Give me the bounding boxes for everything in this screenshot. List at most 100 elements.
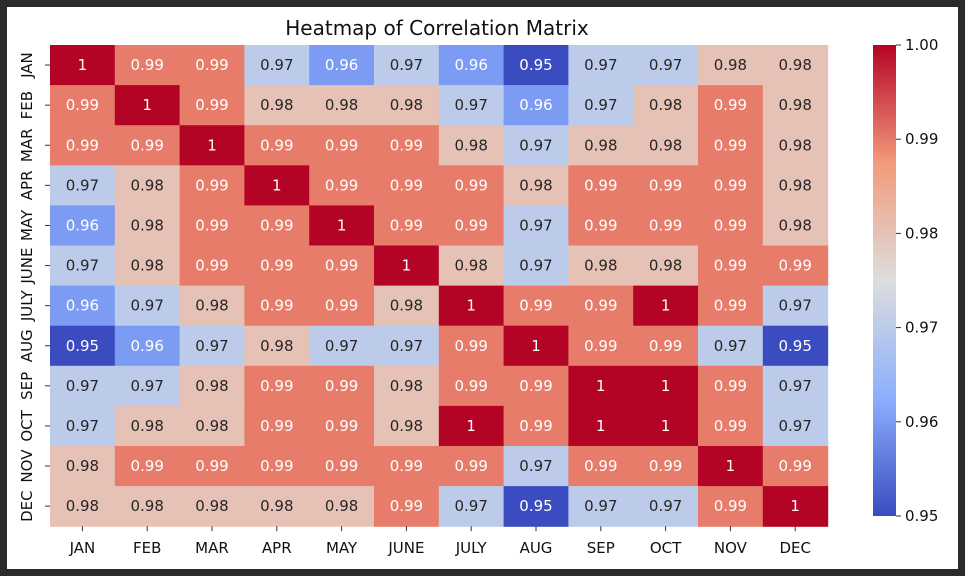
heatmap-cell — [568, 85, 634, 126]
heatmap-cell — [50, 85, 116, 126]
heatmap-cell — [244, 285, 310, 327]
heatmap-cell — [568, 446, 634, 487]
cell-value-label: 0.98 — [390, 297, 423, 315]
cell-value-label: 0.96 — [454, 56, 487, 74]
heatmap-cell — [762, 245, 829, 287]
cell-value-label: 0.99 — [584, 176, 617, 194]
cell-value-label: 0.95 — [519, 56, 552, 74]
heatmap-cell — [762, 446, 829, 487]
heatmap-cell — [503, 45, 569, 86]
cell-value-label: 0.97 — [454, 497, 487, 515]
heatmap-cell — [762, 285, 829, 327]
heatmap-cell — [179, 125, 245, 166]
cell-value-label: 0.99 — [260, 257, 293, 275]
heatmap-cell — [50, 486, 116, 527]
cell-value-label: 0.98 — [778, 136, 811, 154]
heatmap-cell — [374, 285, 440, 327]
x-tick-label: FEB — [133, 539, 161, 557]
heatmap-cell — [438, 45, 505, 86]
cell-value-label: 0.99 — [519, 417, 552, 435]
cell-value-label: 0.99 — [649, 337, 682, 355]
colorbar-tick-label: 0.96 — [905, 413, 938, 431]
cell-value-label: 0.99 — [454, 216, 487, 234]
cell-value-label: 0.98 — [130, 417, 163, 435]
heatmap-cell — [698, 325, 764, 367]
cell-value-label: 0.99 — [66, 96, 99, 114]
cell-value-label: 0.96 — [130, 337, 163, 355]
cell-value-label: 0.99 — [66, 136, 99, 154]
cell-value-label: 0.98 — [390, 377, 423, 395]
y-axis-ticks: JAN FEB MAR APR MAY JUNE JULY AUG SEP OCT NOV DEC — [18, 52, 50, 522]
cell-value-label: 0.99 — [260, 417, 293, 435]
cell-value-label: 1 — [466, 297, 476, 315]
cell-value-label: 0.99 — [390, 176, 423, 194]
cell-value-label: 0.97 — [519, 136, 552, 154]
cell-value-label: 0.98 — [195, 377, 228, 395]
cell-value-label: 0.99 — [325, 417, 358, 435]
cell-value-label: 0.99 — [195, 56, 228, 74]
y-tick-label: APR — [18, 170, 36, 200]
heatmap-cell — [503, 245, 569, 287]
heatmap-cell — [698, 486, 764, 527]
cell-value-label: 0.98 — [130, 176, 163, 194]
cell-value-label: 0.97 — [130, 297, 163, 315]
cell-value-label: 0.98 — [519, 176, 552, 194]
heatmap-cell — [438, 486, 505, 527]
cell-value-label: 0.97 — [714, 337, 747, 355]
cell-value-label: 0.98 — [130, 497, 163, 515]
heatmap-cell — [633, 325, 699, 367]
cell-value-label: 0.98 — [778, 176, 811, 194]
cell-value-label: 1 — [596, 417, 606, 435]
x-tick-label: SEP — [587, 539, 615, 557]
y-tick-label: SEP — [18, 372, 36, 400]
heatmap-cell — [114, 165, 181, 206]
heatmap-cell — [438, 165, 505, 206]
colorbar-tick-label: 0.95 — [905, 507, 938, 525]
heatmap-cell — [244, 405, 310, 447]
heatmap-cell — [50, 165, 116, 206]
cell-value-label: 0.98 — [714, 56, 747, 74]
heatmap-cell — [438, 125, 505, 166]
cell-value-label: 0.97 — [130, 377, 163, 395]
heatmap-cell — [633, 45, 699, 86]
cell-value-label: 1 — [661, 417, 671, 435]
cell-value-label: 0.98 — [325, 497, 358, 515]
heatmap-cell — [568, 45, 634, 86]
cell-value-label: 0.98 — [195, 297, 228, 315]
cell-value-label: 0.97 — [519, 216, 552, 234]
heatmap-cell — [179, 85, 245, 126]
chart-frame: Heatmap of Correlation Matrix 1 0.99 0.99 0… — [7, 7, 958, 569]
cell-value-label: 0.99 — [325, 257, 358, 275]
heatmap-cell — [50, 125, 116, 166]
cell-value-label: 0.99 — [584, 297, 617, 315]
heatmap-cell — [50, 245, 116, 287]
heatmap-cell — [438, 85, 505, 126]
cell-value-label: 1 — [78, 56, 88, 74]
heatmap-cell — [568, 486, 634, 527]
heatmap-cell — [503, 125, 569, 166]
cell-value-label: 0.98 — [778, 96, 811, 114]
cell-value-label: 0.99 — [714, 377, 747, 395]
y-tick-label: FEB — [18, 91, 36, 119]
x-tick-label: MAR — [195, 539, 229, 557]
heatmap-cell — [114, 365, 181, 407]
heatmap-cell — [374, 365, 440, 407]
cell-value-label: 0.98 — [584, 257, 617, 275]
cell-value-label: 0.98 — [325, 96, 358, 114]
cell-value-label: 0.99 — [778, 257, 811, 275]
heatmap-cell — [114, 486, 181, 527]
heatmap-cell — [503, 285, 569, 327]
y-tick-label: MAY — [18, 209, 36, 241]
cell-value-label: 0.99 — [714, 417, 747, 435]
heatmap-cell — [179, 446, 245, 487]
heatmap-cell — [179, 165, 245, 206]
cell-value-label: 0.99 — [325, 176, 358, 194]
cell-value-label: 0.97 — [778, 297, 811, 315]
cell-value-label: 0.99 — [390, 216, 423, 234]
cell-value-label: 0.98 — [66, 457, 99, 475]
cell-value-label: 0.97 — [584, 497, 617, 515]
heatmap-cell — [762, 125, 829, 166]
heatmap-cell — [438, 205, 505, 247]
cell-value-label: 1 — [596, 377, 606, 395]
heatmap-cell — [50, 205, 116, 247]
